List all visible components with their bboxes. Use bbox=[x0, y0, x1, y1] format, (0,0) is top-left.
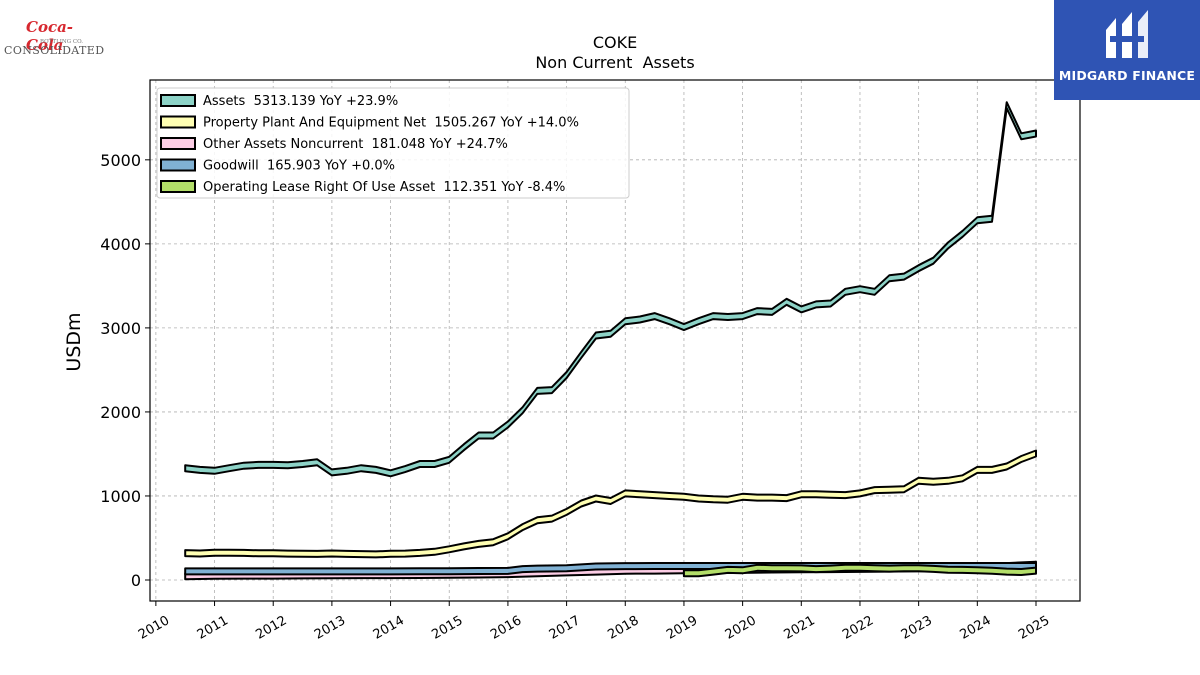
legend-box bbox=[156, 87, 630, 199]
x-tick-label: 2012 bbox=[253, 613, 289, 643]
logo-wordmark: CONSOLIDATED bbox=[4, 44, 105, 57]
y-axis-label: USDm bbox=[63, 312, 85, 371]
x-tick-label: 2021 bbox=[781, 613, 817, 643]
x-tick-label: 2024 bbox=[957, 613, 993, 643]
legend-entry: Operating Lease Right Of Use Asset 112.3… bbox=[203, 180, 565, 195]
x-tick-label: 2014 bbox=[371, 613, 407, 643]
x-tick-label: 2015 bbox=[429, 613, 465, 643]
midgard-mark-icon bbox=[1106, 10, 1148, 58]
legend-swatch bbox=[160, 115, 196, 129]
x-tick-label: 2020 bbox=[723, 613, 759, 643]
y-tick-label: 5000 bbox=[100, 151, 141, 170]
x-tick-label: 2017 bbox=[547, 613, 583, 643]
x-tick-label: 2019 bbox=[664, 613, 700, 643]
series-assets bbox=[184, 101, 1037, 478]
x-tick-label: 2011 bbox=[195, 613, 231, 643]
chart-title: COKE bbox=[593, 33, 637, 52]
x-tick-label: 2023 bbox=[899, 613, 935, 643]
legend-entry: Goodwill 165.903 YoY +0.0% bbox=[203, 159, 395, 174]
x-tick-label: 2010 bbox=[136, 613, 172, 643]
x-tick-label: 2013 bbox=[312, 613, 348, 643]
midgard-wordmark: MIDGARD FINANCE bbox=[1058, 68, 1196, 83]
x-tick-label: 2025 bbox=[1016, 613, 1052, 643]
x-tick-label: 2018 bbox=[605, 613, 641, 643]
y-tick-label: 2000 bbox=[100, 403, 141, 422]
x-tick-label: 2016 bbox=[488, 613, 524, 643]
legend-entry: Other Assets Noncurrent 181.048 YoY +24.… bbox=[203, 137, 508, 152]
legend: Assets 5313.139 YoY +23.9% Property Plant… bbox=[156, 87, 630, 199]
midgard-finance-logo: MIDGARD FINANCE bbox=[1054, 0, 1200, 100]
legend-entry: Property Plant And Equipment Net 1505.26… bbox=[203, 116, 579, 131]
y-tick-label: 4000 bbox=[100, 235, 141, 254]
coca-cola-consolidated-logo: Coca-Cola BOTTLING CO. CONSOLIDATED bbox=[4, 4, 104, 70]
plot-frame bbox=[149, 79, 1081, 602]
y-tick-label: 1000 bbox=[100, 487, 141, 506]
x-tick-label: 2022 bbox=[840, 613, 876, 643]
chart-subtitle: Non Current Assets bbox=[535, 53, 694, 72]
y-tick-label: 0 bbox=[131, 571, 141, 590]
series-operating-lease-right-of-use-asset bbox=[682, 563, 1037, 578]
series-layer bbox=[184, 101, 1037, 581]
legend-swatch bbox=[160, 180, 196, 193]
y-tick-label: 3000 bbox=[100, 319, 141, 338]
legend-swatch bbox=[160, 158, 196, 172]
legend-swatch bbox=[160, 94, 196, 107]
series-property-plant-and-equipment-net bbox=[184, 449, 1037, 559]
legend-swatch bbox=[160, 137, 196, 150]
logo-small-text: BOTTLING CO. bbox=[40, 39, 84, 45]
legend-entry: Assets 5313.139 YoY +23.9% bbox=[203, 94, 398, 109]
logo-script-text: Coca-Cola bbox=[26, 18, 74, 54]
